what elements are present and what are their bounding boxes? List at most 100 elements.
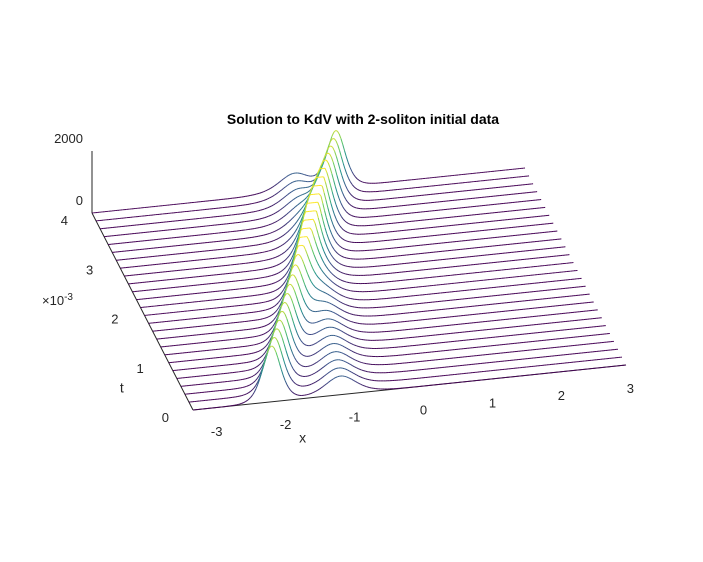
curve-segment: [347, 305, 349, 306]
curve-segment: [280, 236, 282, 237]
curve-segment: [354, 330, 356, 331]
curve-segment: [282, 261, 284, 262]
curve-segment: [334, 249, 336, 251]
curve-segment: [292, 208, 294, 210]
curve-segment: [267, 301, 269, 302]
curve-segment: [284, 267, 286, 269]
curve-segment: [324, 283, 326, 284]
curve-segment: [255, 352, 257, 353]
curve-segment: [271, 241, 273, 242]
curve-segment: [328, 269, 330, 271]
curve-segment: [320, 267, 322, 270]
curve-segment: [352, 171, 354, 174]
curve-segment: [346, 312, 348, 313]
curve-segment: [352, 329, 354, 330]
curve-segment: [342, 175, 344, 180]
waterfall-curve: [100, 146, 533, 229]
curve-segment: [348, 342, 350, 343]
curve-segment: [329, 287, 331, 288]
curve-segment: [292, 317, 294, 323]
curve-segment: [278, 288, 280, 289]
curve-segment: [317, 229, 319, 235]
curve-segment: [265, 190, 267, 191]
curve-segment: [340, 213, 342, 216]
curve-segment: [279, 279, 281, 280]
curve-segment: [290, 237, 292, 239]
curve-segment: [259, 350, 261, 351]
curve-segment: [323, 338, 325, 339]
curve-segment: [343, 219, 345, 221]
curve-segment: [343, 248, 345, 249]
curve-segment: [339, 316, 341, 317]
curve-segment: [273, 324, 275, 327]
curve-segment: [339, 255, 341, 256]
curve-segment: [276, 193, 278, 194]
curve-segment: [293, 287, 295, 291]
curve-segment: [324, 193, 326, 200]
curve-segment: [283, 216, 285, 217]
curve-segment: [321, 196, 323, 203]
curve-segment: [260, 201, 262, 202]
curve-segment: [282, 290, 284, 293]
curve-segment: [273, 231, 275, 232]
curve-segment: [269, 197, 271, 198]
curve-segment: [271, 275, 273, 276]
curve-segment: [286, 195, 288, 196]
curve-segment: [270, 284, 272, 285]
curve-segment: [347, 222, 349, 223]
curve-segment: [347, 189, 349, 192]
curve-segment: [340, 237, 342, 239]
curve-segment: [321, 214, 323, 221]
curve-segment: [278, 295, 280, 297]
curve-segment: [336, 252, 338, 254]
curve-segment: [271, 307, 273, 308]
curve-segment: [287, 222, 289, 224]
curve-segment: [285, 258, 287, 260]
curve-segment: [266, 309, 268, 310]
curve-segment: [327, 234, 329, 239]
curve-segment: [331, 288, 333, 289]
curve-segment: [275, 239, 277, 240]
curve-segment: [283, 244, 285, 245]
curve-segment: [316, 275, 318, 277]
curve-segment: [272, 320, 274, 322]
curve-segment: [327, 286, 329, 287]
curve-segment: [277, 211, 279, 212]
curve-segment: [280, 227, 282, 228]
curve-segment: [302, 312, 304, 316]
curve-segment: [335, 306, 337, 307]
curve-segment: [332, 132, 334, 136]
curve-segment: [276, 230, 278, 231]
curve-segment: [293, 224, 295, 226]
curve-segment: [261, 349, 263, 350]
curve-segment: [272, 258, 274, 259]
curve-segment: [343, 257, 345, 258]
curve-segment: [339, 308, 341, 309]
curve-segment: [318, 263, 320, 266]
curve-segment: [287, 175, 289, 176]
curve-segment: [310, 228, 312, 231]
curve-segment: [337, 329, 339, 330]
curve-segment: [348, 213, 350, 214]
curve-segment: [315, 287, 317, 289]
curve-segment: [270, 322, 272, 324]
curve-segment: [348, 202, 350, 204]
curve-segment: [297, 196, 299, 197]
curve-segment: [290, 244, 292, 246]
curve-segment: [351, 336, 353, 337]
curve-segment: [328, 207, 330, 214]
curve-segment: [266, 208, 268, 209]
curve-segment: [359, 190, 361, 191]
curve-segment: [319, 340, 321, 341]
curve-segment: [273, 306, 275, 307]
curve-segment: [284, 196, 286, 197]
curve-segment: [347, 232, 349, 233]
curve-segment: [344, 281, 346, 282]
curve-segment: [299, 321, 301, 325]
chart-title: Solution to KdV with 2-soliton initial d…: [227, 111, 499, 127]
curve-segment: [323, 221, 325, 228]
curve-segment: [343, 325, 345, 326]
curve-segment: [340, 323, 342, 324]
curve-segment: [278, 229, 280, 230]
